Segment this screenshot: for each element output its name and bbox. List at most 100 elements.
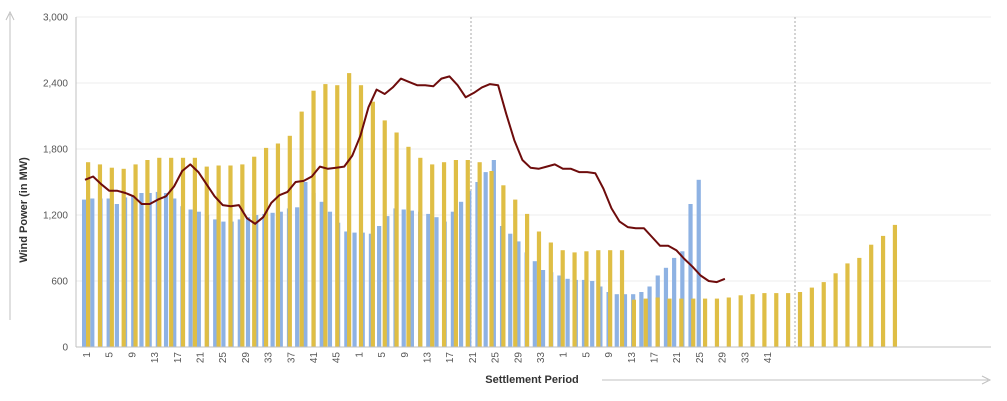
x-tick-label: 45 [332,352,343,364]
bar-gold [358,85,364,347]
bar-gold [394,132,399,347]
x-tick-label: 41 [763,352,774,364]
x-tick-label: 9 [604,352,615,358]
bar-gold [169,157,174,347]
bar-blue [82,199,87,347]
y-tick-label: 1,200 [43,211,68,222]
bar-gold [786,293,791,347]
bar-gold [643,298,648,347]
bar-blue [450,211,455,347]
bar-gold [228,165,233,347]
bar-gold [797,292,803,347]
bar-blue [172,198,177,347]
bar-blue [237,219,242,347]
x-tick-label: 17 [650,352,661,364]
bar-gold [109,167,114,347]
bar-gold [560,250,565,347]
bar-blue [319,201,324,347]
y-tick-label: 0 [62,343,68,354]
bar-blue [581,279,587,347]
bar-blue [163,193,169,347]
x-tick-label: 5 [581,352,592,358]
bar-blue [639,292,644,347]
bars [82,73,898,348]
bar-gold [667,298,672,347]
bar-gold [584,251,589,347]
x-tick-label: 9 [127,352,138,358]
y-axis-title: Wind Power (in MW) [18,157,30,263]
bar-gold [335,85,340,347]
bar-gold [323,84,328,347]
bar-blue [508,233,513,347]
bar-gold [845,263,850,347]
x-tick-label: 25 [218,352,229,364]
bar-blue [303,182,308,347]
bar-gold [430,164,435,347]
x-tick-label: 41 [309,352,320,364]
bar-gold [726,297,731,347]
bar-gold [809,287,814,347]
bar-blue [114,204,119,347]
bar-blue [672,257,677,347]
bar-blue [434,217,439,347]
bar-blue [278,211,283,347]
bar-blue [409,210,414,347]
x-tick-label: 29 [241,352,252,364]
bar-blue [352,232,357,347]
bar-blue [688,204,693,347]
x-tick-label: 37 [286,352,297,364]
y-axis-arrow-head [5,10,15,21]
bar-blue [270,212,275,347]
bar-gold [263,147,269,347]
bar-gold [608,250,613,347]
bar-gold [489,171,494,347]
bar-blue [196,211,201,347]
bar-blue [491,160,496,347]
bar-blue [295,207,300,347]
bar-gold [453,160,459,347]
x-tick-label: 13 [423,352,434,364]
y-tick-labels: 0 600 1,200 1,800 2,400 3,000 [43,13,68,354]
bar-gold [513,199,518,347]
bar-gold [204,166,209,347]
bar-blue [647,286,652,347]
x-tick-label: 25 [695,352,706,364]
bar-gold [702,298,708,347]
line-series-path [84,75,726,284]
bar-gold [679,298,684,347]
y-tick-label: 2,400 [43,79,68,90]
bar-gold [275,143,281,347]
bar-gold [406,146,411,347]
x-axis-arrow-head [981,375,992,385]
bar-blue [532,261,537,347]
bar-gold [157,157,162,347]
bar-blue [614,294,619,347]
bar-gold [774,293,779,347]
bar-blue [590,281,595,347]
x-tick-label: 25 [491,352,502,364]
bar-gold [86,162,91,347]
bar-gold [216,165,221,347]
bar-blue [565,278,570,347]
bar-gold [180,157,186,347]
bar-gold [596,250,601,347]
bar-blue [147,193,152,347]
bar-gold [536,231,542,347]
bar-blue [245,217,251,347]
bar-blue [221,221,226,347]
bar-gold [738,295,743,347]
x-tick-label: 21 [672,352,683,364]
x-axis-title: Settlement Period [485,374,579,386]
bar-blue [327,211,333,347]
x-tick-label: 1 [82,352,93,358]
bar-blue [106,198,111,347]
dividers [470,17,796,347]
bar-gold [418,157,423,347]
bar-gold [691,298,696,347]
bar-gold [311,90,316,347]
bar-gold [347,73,352,347]
bar-gold [892,224,898,347]
bar-gold [833,273,838,347]
